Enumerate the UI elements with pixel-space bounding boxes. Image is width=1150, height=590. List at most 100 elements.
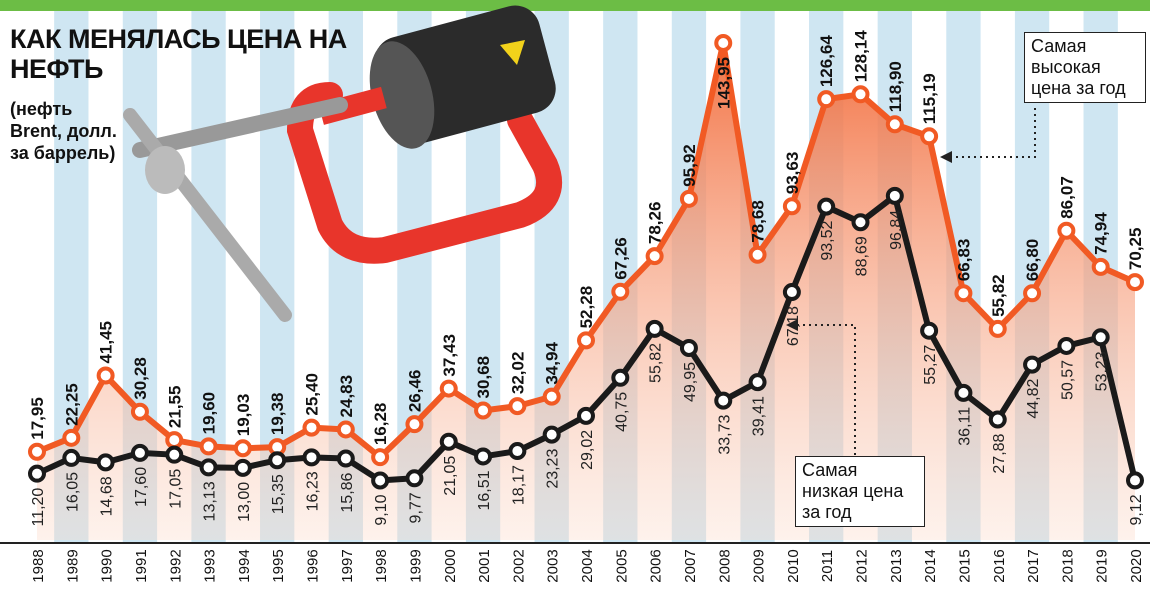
data-label: 143,95 (714, 57, 733, 109)
data-label: 27,88 (991, 433, 1008, 473)
x-tick-label: 2017 (1025, 549, 1042, 582)
x-tick-label: 2010 (785, 549, 802, 582)
data-label: 40,75 (613, 392, 630, 432)
data-label: 70,25 (1126, 228, 1145, 271)
data-label: 44,82 (1025, 379, 1042, 419)
point (613, 285, 627, 299)
data-label: 118,90 (886, 61, 905, 112)
point (613, 371, 627, 385)
data-label: 32,02 (508, 352, 527, 395)
x-tick-label: 2004 (579, 549, 596, 582)
data-label: 115,19 (920, 73, 939, 124)
x-tick-label: 1997 (339, 549, 356, 582)
data-label: 17,95 (28, 397, 47, 440)
point (751, 248, 765, 262)
point (442, 435, 456, 449)
point (202, 439, 216, 453)
point (339, 452, 353, 466)
point (1059, 339, 1073, 353)
data-label: 39,41 (751, 396, 768, 436)
top-bar (0, 0, 1150, 11)
point (991, 322, 1005, 336)
point (785, 199, 799, 213)
x-tick-label: 2003 (545, 549, 562, 582)
point (648, 322, 662, 336)
data-label: 50,57 (1059, 360, 1076, 400)
point (888, 117, 902, 131)
point (716, 36, 730, 50)
data-label: 66,80 (1023, 239, 1042, 282)
data-label: 9,10 (373, 494, 390, 525)
data-label: 86,07 (1057, 176, 1076, 219)
x-tick-label: 1990 (99, 549, 116, 582)
x-tick-label: 1989 (64, 549, 81, 582)
data-label: 55,82 (989, 274, 1008, 317)
point (716, 394, 730, 408)
data-label: 36,11 (956, 407, 973, 446)
point (305, 450, 319, 464)
x-tick-label: 2002 (510, 549, 527, 582)
point (991, 413, 1005, 427)
data-label: 128,14 (852, 30, 871, 83)
point (682, 192, 696, 206)
data-label: 21,05 (442, 456, 459, 496)
x-tick-label: 2014 (922, 549, 939, 582)
data-label: 16,51 (476, 470, 493, 510)
chart: 1988198919901991199219931994199519961997… (0, 0, 1150, 590)
x-tick-label: 2011 (819, 550, 836, 582)
point (1059, 224, 1073, 238)
x-tick-label: 2018 (1059, 549, 1076, 582)
data-label: 17,05 (167, 469, 184, 509)
point (167, 448, 181, 462)
point (64, 431, 78, 445)
data-label: 53,23 (1094, 351, 1111, 391)
point (30, 467, 44, 481)
point (510, 444, 524, 458)
data-label: 13,00 (236, 482, 253, 522)
data-label: 34,94 (543, 342, 562, 385)
point (751, 375, 765, 389)
x-tick-label: 2019 (1094, 549, 1111, 582)
x-tick-label: 1988 (30, 549, 47, 582)
point (1094, 260, 1108, 274)
x-tick-label: 1993 (202, 549, 219, 582)
point (64, 451, 78, 465)
x-tick-label: 1991 (133, 549, 150, 582)
point (922, 129, 936, 143)
data-label: 29,02 (579, 430, 596, 470)
data-label: 67,26 (611, 237, 630, 280)
x-tick-label: 2006 (648, 549, 665, 582)
x-tick-label: 2001 (476, 549, 493, 582)
point (30, 445, 44, 459)
data-label: 13,13 (202, 481, 219, 521)
data-label: 66,83 (954, 239, 973, 282)
data-label: 37,43 (440, 334, 459, 377)
point (854, 215, 868, 229)
x-tick-label: 2020 (1128, 549, 1145, 582)
point (167, 433, 181, 447)
point (236, 441, 250, 455)
point (133, 446, 147, 460)
point (1094, 330, 1108, 344)
x-tick-label: 1996 (305, 549, 322, 582)
data-label: 15,35 (270, 474, 287, 514)
point (854, 87, 868, 101)
x-tick-label: 2013 (888, 549, 905, 582)
data-label: 126,64 (817, 35, 836, 88)
data-label: 25,40 (303, 373, 322, 416)
x-tick-label: 1995 (270, 549, 287, 582)
point (888, 189, 902, 203)
point (407, 471, 421, 485)
data-label: 16,05 (64, 472, 81, 512)
data-label: 17,60 (133, 467, 150, 507)
point (1025, 358, 1039, 372)
point (476, 403, 490, 417)
data-label: 78,26 (646, 202, 665, 245)
x-tick-label: 1998 (373, 549, 390, 582)
point (579, 409, 593, 423)
point (202, 460, 216, 474)
data-label: 9,12 (1128, 494, 1145, 525)
data-label: 95,92 (680, 144, 699, 187)
data-label: 16,23 (305, 471, 322, 511)
point (373, 450, 387, 464)
